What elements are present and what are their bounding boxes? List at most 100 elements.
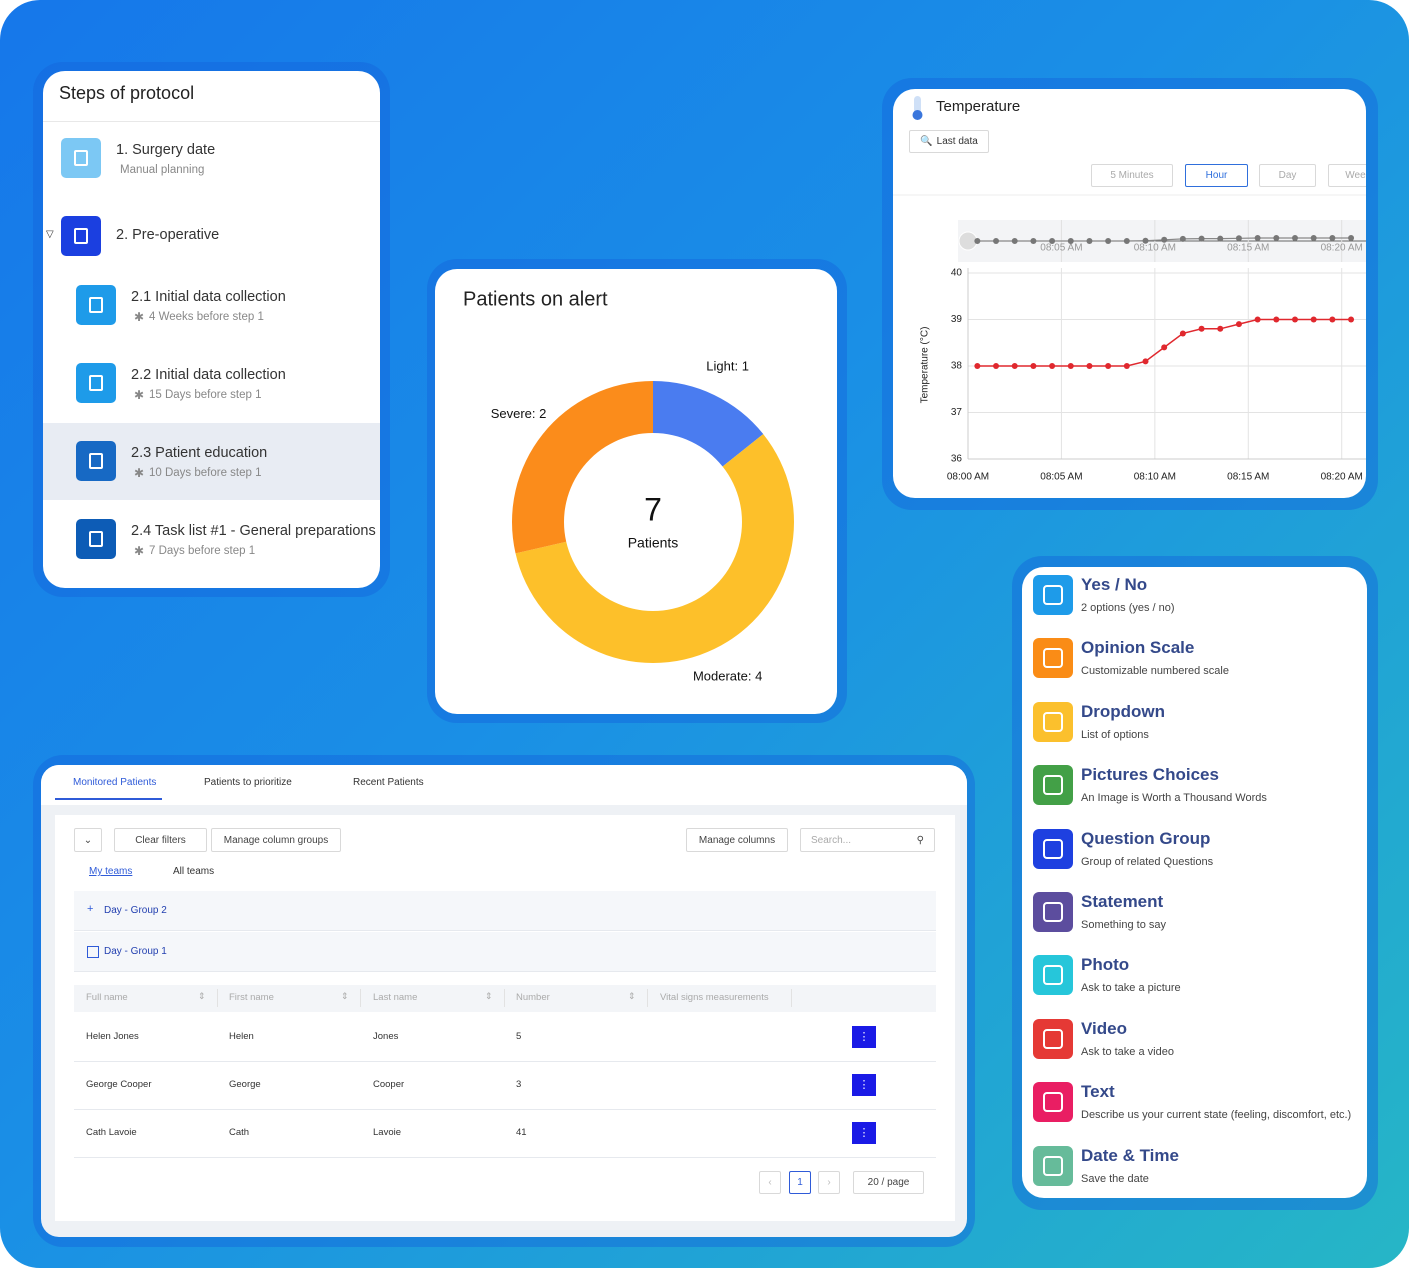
navigator-label: 08:15 AM [1227,243,1269,254]
row-divider [74,1061,936,1062]
team-tab[interactable]: My teams [89,866,133,877]
page-size[interactable]: 20 / page [853,1171,924,1194]
question-icon [1033,765,1073,806]
icon-glyph [1043,1028,1063,1049]
row-action[interactable]: ⋮ [852,1074,876,1096]
navigator-point [1179,235,1186,242]
data-point [974,363,981,369]
data-point [1179,330,1186,337]
center-value: 7 [644,491,662,527]
question-subtitle: Group of related Questions [1081,855,1214,868]
tab[interactable]: Recent Patients [353,777,424,788]
manage-columns-button[interactable]: Manage columns [686,828,788,852]
delay-icon: ✱ [134,310,145,324]
range-button[interactable]: Week [1328,164,1366,187]
team-tab[interactable]: All teams [173,866,215,877]
patients-card: Monitored Patients Patients to prioritize… [41,765,967,1237]
card-title: Steps of protocol [59,83,195,103]
page-number[interactable]: 1 [789,1171,811,1194]
table-cell: Cath Lavoie [86,1127,137,1138]
data-point [1049,363,1056,369]
donut-segment [653,381,764,467]
question-title: Text [1081,1082,1115,1102]
question-icon [1033,575,1073,615]
table-cell: Lavoie [373,1127,401,1138]
question-icon [1033,638,1073,679]
manage-column-groups-button[interactable]: Manage column groups [211,828,341,852]
navigator-point [1086,238,1093,244]
step-icon [61,138,101,178]
donut-segment [512,381,653,554]
tab[interactable]: Monitored Patients [73,777,157,788]
data-point [1329,316,1336,323]
tab[interactable]: Patients to prioritize [204,777,292,788]
navigator-handle[interactable] [958,231,978,251]
y-tick-label: 40 [951,268,963,279]
chart-title: Temperature [936,98,1020,115]
step-subtitle: Manual planning [120,164,205,176]
y-tick-label: 37 [951,407,963,418]
collapse-button[interactable]: ⌄ [74,828,102,852]
search-icon: ⚲ [916,834,924,846]
clear-filters-button[interactable]: Clear filters [114,828,207,852]
navigator-point [1123,238,1130,244]
data-point [993,363,1000,369]
column-header: Full name [86,992,128,1003]
question-types-card: Yes / No 2 options (yes / no) Opinion Scal… [1022,567,1367,1198]
row-action[interactable]: ⋮ [852,1122,876,1144]
sort-icon: ⇕ [198,991,206,1001]
navigator-point [974,238,981,244]
question-subtitle: Ask to take a picture [1081,982,1181,995]
x-tick-label: 08:15 AM [1227,472,1269,483]
row-action[interactable]: ⋮ [852,1026,876,1048]
table-cell: Cath [229,1127,250,1138]
range-label: Week [1345,170,1366,181]
column-divider [647,989,648,1007]
delay-icon: ✱ [134,388,145,402]
question-icon [1033,1018,1073,1059]
x-tick-label: 08:10 AM [1134,472,1176,483]
table-cell: George [229,1079,261,1090]
question-subtitle: An Image is Worth a Thousand Words [1081,792,1267,805]
line-chart: Temperature Temperature (°C) 36 37 38 39 40 0… [893,96,1366,483]
prev-page[interactable]: ‹ [759,1171,781,1194]
icon-glyph [1043,1092,1063,1113]
question-icon [1033,892,1073,932]
question-subtitle: Customizable numbered scale [1081,665,1229,678]
group-row [74,932,936,972]
column-divider [360,989,361,1007]
icon-glyph [89,531,103,547]
navigator-point [1105,238,1112,244]
divider [43,121,380,122]
column-divider [791,989,792,1007]
data-point [1067,363,1074,369]
range-button[interactable]: 5 Minutes [1091,164,1173,187]
sort-icon: ⇕ [341,991,349,1001]
navigator-label: 08:20 AM [1321,243,1363,254]
question-subtitle: List of options [1081,728,1149,741]
question-icon [1033,1145,1073,1186]
button-label: Manage columns [698,834,776,846]
question-subtitle: Describe us your current state (feeling,… [1081,1109,1352,1122]
range-button[interactable]: Day [1259,164,1316,187]
delay-icon: ✱ [134,466,145,480]
group-label: Day - Group 2 [104,905,167,916]
donut-chart: Patients on alert Light: 1 Moderate: 4 Sev… [463,288,794,683]
x-tick-label: 08:20 AM [1321,472,1363,483]
search-box[interactable]: Search... ⚲ [800,828,935,852]
data-point [1011,363,1018,369]
data-point [1291,316,1298,323]
navigator-point [1161,236,1168,243]
step-icon [61,216,101,256]
alert-card: Patients on alert Light: 1 Moderate: 4 Sev… [435,269,837,714]
range-button[interactable]: Hour [1185,164,1248,187]
table-cell: Jones [373,1031,399,1042]
navigator-point [1235,235,1242,242]
step-subtitle: 15 Days before step 1 [149,389,262,401]
y-tick-label: 36 [951,454,963,465]
next-page[interactable]: › [818,1171,840,1194]
last-data-button[interactable]: 🔍 Last data [909,130,989,153]
column-header: Number [516,992,550,1003]
sort-icon: ⇕ [485,991,493,1001]
series-line [977,318,1352,367]
